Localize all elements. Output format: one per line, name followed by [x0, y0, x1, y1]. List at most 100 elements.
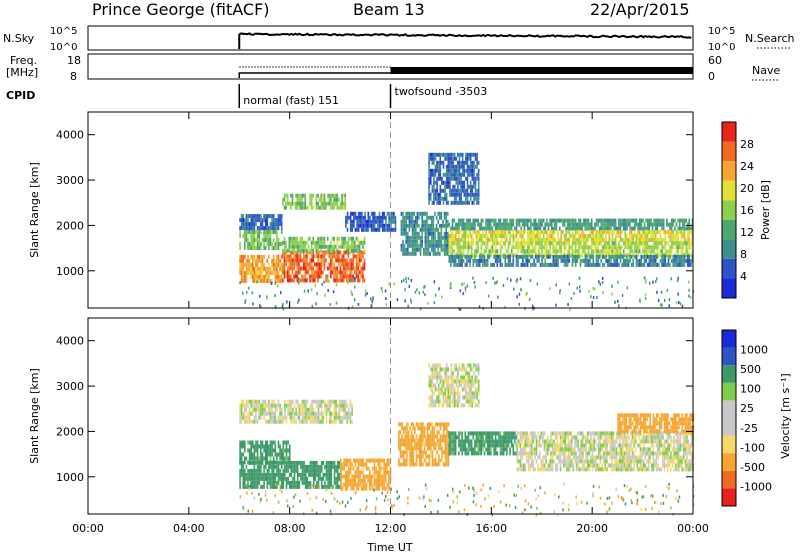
scatter-cell [477, 176, 480, 181]
noise-cell [388, 282, 390, 286]
scatter-cell [520, 218, 523, 223]
scatter-cell [333, 274, 335, 279]
scatter-cell [378, 458, 381, 463]
scatter-cell [341, 236, 343, 241]
scatter-cell [309, 258, 311, 263]
freq-label-2: [MHz] [6, 66, 38, 79]
scatter-cell [349, 262, 351, 267]
scatter-cell [477, 245, 479, 250]
scatter-cell [674, 218, 676, 223]
scatter-cell [294, 258, 297, 263]
noise-cell [354, 279, 356, 282]
scatter-cell [368, 466, 371, 471]
scatter-cell [293, 403, 296, 408]
scatter-cell [384, 462, 387, 467]
scatter-cell [252, 226, 254, 231]
scatter-cell [686, 234, 689, 238]
scatter-cell [414, 426, 416, 431]
scatter-cell [416, 211, 419, 216]
scatter-cell [642, 249, 644, 254]
scatter-cell [353, 223, 355, 228]
scatter-cell [352, 466, 355, 471]
scatter-cell [367, 227, 370, 232]
scatter-cell [650, 218, 652, 223]
scatter-cell [247, 238, 249, 242]
scatter-cell [268, 262, 270, 267]
scatter-cell [477, 188, 480, 193]
scatter-cell [274, 440, 277, 445]
scatter-cell [434, 371, 437, 376]
scatter-cell [407, 251, 409, 256]
scatter-cell [358, 270, 361, 275]
scatter-cell [453, 241, 455, 246]
scatter-cell [340, 474, 342, 479]
scatter-cell [600, 241, 603, 246]
scatter-cell [453, 254, 455, 259]
scatter-cell [669, 226, 671, 231]
scatter-cell [288, 460, 291, 465]
scatter-cell [560, 258, 563, 263]
scatter-cell [302, 266, 305, 271]
scatter-cell [558, 241, 561, 246]
scatter-cell [411, 247, 414, 252]
scatter-cell [610, 249, 612, 254]
scatter-cell [316, 411, 318, 416]
scatter-cell [264, 452, 267, 457]
scatter-cell [435, 239, 438, 244]
scatter-cell [576, 249, 579, 254]
scatter-cell [642, 218, 644, 223]
scatter-cell [350, 240, 353, 245]
scatter-cell [463, 379, 466, 384]
scatter-cell [325, 274, 327, 279]
scatter-cell [683, 218, 686, 223]
scatter-cell [342, 250, 345, 255]
scatter-cell [386, 486, 389, 491]
scatter-cell [419, 239, 422, 244]
scatter-cell [456, 241, 459, 246]
scatter-cell [461, 262, 463, 267]
scatter-cell [640, 241, 643, 246]
scatter-cell [354, 474, 357, 479]
scatter-cell [242, 415, 244, 420]
scatter-cell [253, 480, 256, 485]
scatter-cell [309, 197, 311, 202]
scatter-cell [486, 234, 489, 238]
scatter-cell [264, 440, 267, 445]
scatter-cell [306, 266, 308, 271]
scatter-cell [686, 254, 689, 259]
scatter-cell [471, 160, 474, 165]
scatter-cell [380, 219, 382, 224]
scatter-cell [434, 387, 437, 392]
scatter-cell [463, 383, 466, 388]
scatter-cell [291, 197, 294, 202]
scatter-cell [422, 430, 424, 435]
scatter-cell [468, 156, 470, 161]
scatter-cell [312, 274, 315, 279]
scatter-cell [298, 460, 301, 465]
scatter-cell [586, 262, 588, 267]
scatter-cell [444, 188, 446, 193]
scatter-cell [378, 466, 381, 471]
scatter-cell [606, 241, 609, 246]
scatter-cell [304, 278, 307, 283]
scatter-cell [263, 214, 265, 219]
scatter-cell [336, 248, 339, 253]
scatter-cell [309, 472, 312, 477]
scatter-cell [558, 226, 561, 231]
scatter-cell [517, 249, 519, 254]
scatter-cell [310, 193, 313, 198]
scatter-cell [444, 450, 447, 455]
noise-cell [281, 304, 284, 308]
scatter-cell [404, 462, 407, 467]
scatter-cell [330, 480, 333, 485]
scatter-cell [438, 462, 440, 467]
scatter-cell [276, 452, 278, 457]
scatter-cell [515, 218, 518, 223]
scatter-cell [658, 245, 660, 250]
scatter-cell [493, 218, 495, 223]
scatter-cell [437, 383, 440, 388]
scatter-cell [280, 266, 283, 271]
scatter-cell [436, 363, 438, 368]
scatter-cell [430, 446, 432, 451]
scatter-cell [342, 236, 345, 241]
